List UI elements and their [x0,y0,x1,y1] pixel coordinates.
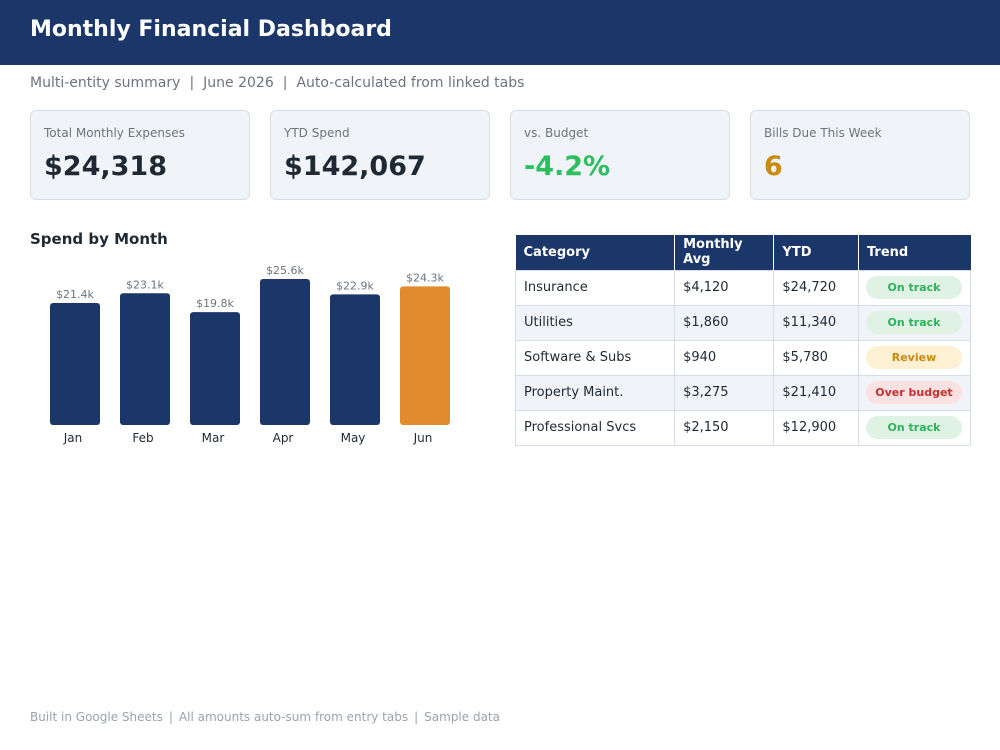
table-header-row: Category Monthly Avg YTD Trend [515,235,971,270]
footer-note: All amounts auto-sum from entry tabs [178,710,409,724]
cell-trend: Over budget [857,374,972,411]
kpi-value: $142,067 [284,151,426,182]
bar-mar [190,312,240,425]
footer: Built in Google Sheets | All amounts auto-… [30,710,500,724]
kpi-value: -4.2% [524,151,611,182]
cell-trend: On track [857,409,972,446]
cell-trend: On track [857,304,972,341]
table-row: Utilities $1,860 $11,340 On track [514,304,972,341]
cell-monthly-avg: $1,860 [674,304,775,341]
subtitle-period: June 2026 [203,75,274,91]
data-label-mar: $19.8k [196,297,234,310]
cell-monthly-avg: $940 [674,339,775,376]
cell-ytd: $12,900 [773,409,859,446]
status-badge: Review [865,346,962,369]
status-badge: Over budget [865,381,962,404]
kpi-label: Bills Due This Week [764,126,882,140]
data-label-feb: $23.1k [126,278,164,291]
cell-category: Software & Subs [514,339,676,376]
cell-ytd: $11,340 [773,304,859,341]
tick-label-may: May [341,431,366,445]
table-row: Professional Svcs $2,150 $12,900 On trac… [514,409,972,446]
cell-category: Professional Svcs [514,409,676,446]
table-row: Insurance $4,120 $24,720 On track [514,269,972,306]
cell-category: Insurance [514,269,676,306]
kpi-card-bills-due: Bills Due This Week 6 [750,110,970,200]
footer-separator: | [414,710,419,724]
subtitle-entity: Multi-entity summary [30,75,181,91]
table-row: Software & Subs $940 $5,780 Review [514,339,972,376]
column-header-monthly-avg: Monthly Avg [674,235,775,270]
cell-trend: On track [857,269,972,306]
bar-apr [260,279,310,425]
cell-category: Property Maint. [514,374,676,411]
cell-category: Utilities [514,304,676,341]
column-header-trend: Trend [858,235,971,270]
chart-title: Spend by Month [30,230,168,248]
status-badge: On track [865,311,962,334]
tick-label-jan: Jan [63,431,83,445]
cell-ytd: $5,780 [773,339,859,376]
data-label-jan: $21.4k [56,288,94,301]
kpi-label: YTD Spend [284,126,350,140]
table-row: Property Maint. $3,275 $21,410 Over budg… [514,374,972,411]
kpi-card-total-expenses: Total Monthly Expenses $24,318 [30,110,250,200]
kpi-card-ytd-spend: YTD Spend $142,067 [270,110,490,200]
tick-label-feb: Feb [132,431,153,445]
status-badge: On track [865,276,962,299]
subtitle-separator: | [282,75,288,91]
bar-feb [120,293,170,425]
status-badge: On track [865,416,962,439]
data-label-jun: $24.3k [406,271,444,284]
kpi-label: Total Monthly Expenses [44,126,185,140]
tick-label-mar: Mar [202,431,225,445]
kpi-value: $24,318 [44,151,167,182]
kpi-value: 6 [764,151,783,182]
footer-sample: Sample data [424,710,500,724]
bar-may [330,294,380,425]
footer-source: Built in Google Sheets [30,710,163,724]
data-label-may: $22.9k [336,279,374,292]
cell-monthly-avg: $2,150 [674,409,775,446]
spend-by-month-chart: $21.4k Jan $23.1k Feb $19.8k Mar $25.6k Apr $22.… [50,264,450,445]
subtitle-note: Auto-calculated from linked tabs [296,75,525,91]
cell-ytd: $24,720 [773,269,859,306]
dashboard-header: Monthly Financial Dashboard [0,0,1000,65]
page-title: Monthly Financial Dashboard [30,17,392,42]
column-header-ytd: YTD [773,235,859,270]
category-table: Category Monthly Avg YTD Trend Insurance… [514,235,972,446]
footer-separator: | [168,710,173,724]
cell-monthly-avg: $4,120 [674,269,775,306]
kpi-card-vs-budget: vs. Budget -4.2% [510,110,730,200]
kpi-label: vs. Budget [524,126,589,140]
cell-trend: Review [857,339,972,376]
tick-label-apr: Apr [273,431,294,445]
data-label-apr: $25.6k [266,264,304,277]
bar-jun [400,286,450,425]
cell-ytd: $21,410 [773,374,859,411]
subtitle-separator: | [189,75,195,91]
tick-label-jun: Jun [413,431,433,445]
subtitle: Multi-entity summary | June 2026 | Auto-calc… [30,74,524,92]
column-header-category: Category [515,235,676,270]
bar-jan [50,302,100,425]
cell-monthly-avg: $3,275 [674,374,775,411]
